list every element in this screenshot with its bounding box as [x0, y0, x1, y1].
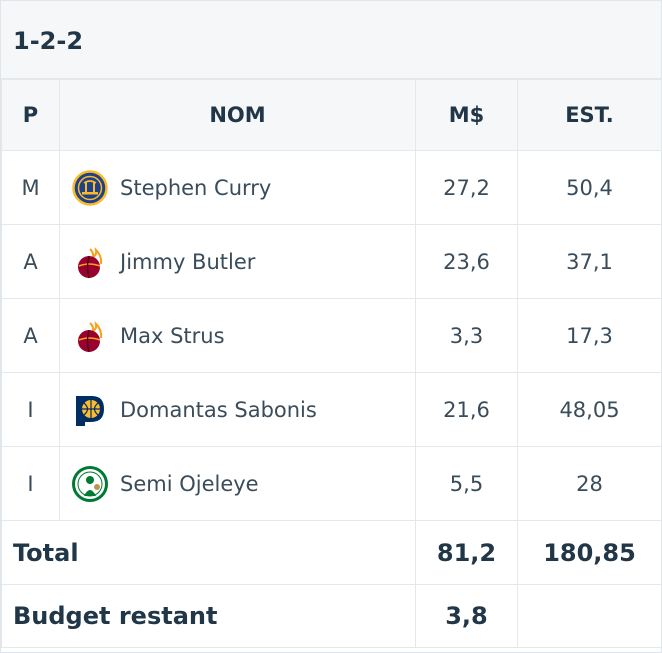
- player-cell: Domantas Sabonis: [59, 372, 416, 447]
- player-name: Domantas Sabonis: [120, 397, 317, 422]
- formation-header: 1-2-2: [1, 1, 661, 80]
- player-estimate: 50,4: [517, 150, 662, 225]
- col-header-estimate: EST.: [517, 79, 662, 151]
- player-name: Stephen Curry: [120, 175, 272, 200]
- player-cell: Stephen Curry: [59, 150, 416, 225]
- player-position: M: [1, 150, 60, 225]
- player-name: Max Strus: [120, 323, 225, 348]
- table-row: M Stephen Curry: [1, 150, 662, 225]
- col-header-name: NOM: [59, 79, 416, 151]
- player-estimate: 37,1: [517, 224, 662, 299]
- budget-row: Budget restant 3,8: [1, 584, 662, 648]
- budget-label: Budget restant: [1, 584, 416, 648]
- formation-title: 1-2-2: [13, 27, 84, 55]
- player-salary: 27,2: [415, 150, 518, 225]
- lineup-table: P NOM M$ EST. M: [1, 79, 662, 648]
- player-name: Jimmy Butler: [120, 249, 256, 274]
- col-header-salary: M$: [415, 79, 518, 151]
- table-row: A Max Strus 3,3 17,3: [1, 298, 662, 373]
- player-estimate: 28: [517, 446, 662, 521]
- player-position: I: [1, 446, 60, 521]
- budget-value: 3,8: [415, 584, 518, 648]
- player-salary: 5,5: [415, 446, 518, 521]
- pacers-logo-icon: [72, 392, 108, 428]
- celtics-logo-icon: [72, 465, 108, 502]
- player-cell: Semi Ojeleye: [59, 446, 416, 521]
- budget-empty-cell: [517, 584, 662, 648]
- total-row: Total 81,2 180,85: [1, 520, 662, 585]
- heat-logo-icon: [72, 318, 108, 354]
- col-header-position: P: [1, 79, 60, 151]
- player-position: I: [1, 372, 60, 447]
- heat-logo-icon: [72, 244, 108, 280]
- total-label: Total: [1, 520, 416, 585]
- total-salary: 81,2: [415, 520, 518, 585]
- table-row: I Semi Ojeleye 5,5 28: [1, 446, 662, 521]
- player-name: Semi Ojeleye: [120, 471, 259, 496]
- table-row: I Domantas Sabonis 21,6 48,05: [1, 372, 662, 447]
- player-salary: 23,6: [415, 224, 518, 299]
- player-salary: 3,3: [415, 298, 518, 373]
- table-row: A Jimmy Butler 23,6 37,1: [1, 224, 662, 299]
- player-salary: 21,6: [415, 372, 518, 447]
- player-cell: Jimmy Butler: [59, 224, 416, 299]
- player-cell: Max Strus: [59, 298, 416, 373]
- player-position: A: [1, 224, 60, 299]
- table-header-row: P NOM M$ EST.: [1, 79, 662, 151]
- warriors-logo-icon: [72, 169, 108, 206]
- total-estimate: 180,85: [517, 520, 662, 585]
- player-estimate: 48,05: [517, 372, 662, 447]
- player-estimate: 17,3: [517, 298, 662, 373]
- player-position: A: [1, 298, 60, 373]
